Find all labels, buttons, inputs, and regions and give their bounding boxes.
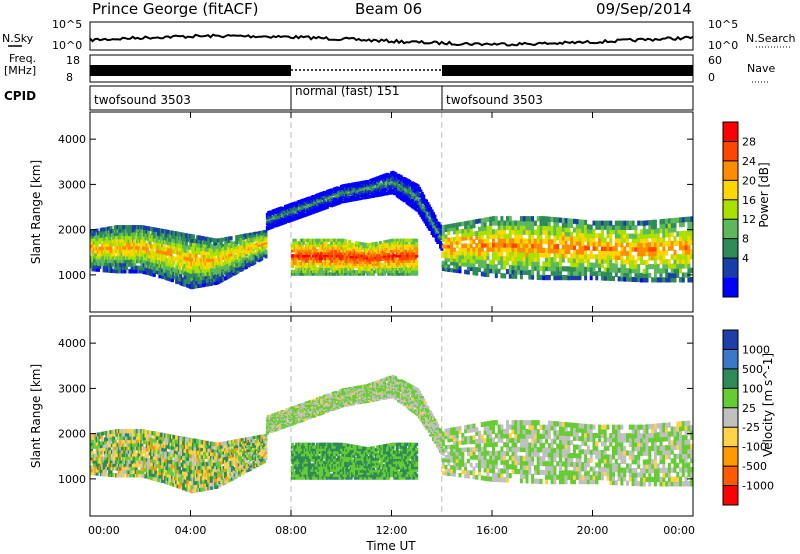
colorbar-swatch: [723, 160, 738, 181]
x-tick-label: 08:00: [275, 524, 307, 537]
x-tick-label: 20:00: [577, 524, 609, 537]
velocity-colorbar-label: Velocity [m s^-1]: [761, 353, 775, 457]
colorbar-tick-label: 16: [742, 194, 756, 207]
colorbar-swatch: [723, 180, 738, 200]
backscatter-band: [265, 374, 444, 455]
nsearch-label: N.Search: [746, 32, 796, 45]
power-panel: 1000 2000 3000 4000 Slant Range [km] 28 24 20…: [29, 111, 771, 313]
colorbar-swatch: [723, 427, 738, 447]
colorbar-swatch: [723, 277, 738, 297]
colorbar-tick-label: 8: [742, 233, 749, 246]
freq-tick-low: 8: [66, 71, 73, 84]
cpid-panel: CPID twofsound 3503 normal (fast) 151 tw…: [4, 84, 694, 111]
colorbar-tick-label: -1000: [742, 480, 774, 493]
backscatter-band: [291, 238, 419, 276]
colorbar-tick-label: 12: [742, 213, 756, 226]
x-tick-label: 16:00: [476, 524, 508, 537]
cpid-segment-2: normal (fast) 151: [295, 84, 399, 98]
x-axis-label: Time UT: [365, 539, 416, 553]
backscatter-band: [441, 216, 694, 283]
x-tick-label: 00:00: [663, 524, 695, 537]
freq-unit-label: [MHz]: [4, 64, 36, 77]
beam-title: Beam 06: [355, 0, 422, 18]
backscatter-band: [90, 225, 268, 290]
power-y-axis: 1000 2000 3000 4000: [58, 133, 693, 282]
backscatter-band: [441, 420, 694, 487]
nsky-series: [89, 33, 694, 47]
freq-label: Freq.: [9, 52, 36, 65]
freq-panel: Freq. [MHz] 18 8 60 0 Nave: [4, 52, 775, 84]
x-tick-label: 00:00: [88, 524, 120, 537]
velocity-y-axis: 1000 2000 3000 4000: [58, 337, 693, 486]
colorbar-tick-label: -500: [742, 460, 767, 473]
y-tick-label: 3000: [58, 178, 86, 191]
freq-tick-high: 18: [66, 54, 80, 67]
y-tick-label: 2000: [58, 224, 86, 237]
colorbar-swatch: [723, 466, 738, 486]
nsky-tick-high: 10^5: [52, 18, 82, 31]
power-colorbar: 28 24 20 16 12 8 4: [722, 121, 756, 298]
date-title: 09/Sep/2014: [596, 0, 692, 18]
x-tick-label: 04:00: [175, 524, 207, 537]
colorbar-tick-label: 20: [742, 174, 756, 187]
colorbar-swatch: [723, 330, 738, 350]
backscatter-band: [90, 429, 268, 494]
colorbar-swatch: [723, 258, 738, 278]
x-axis: 00:00 04:00 08:00 12:00 16:00 20:00 00:00: [88, 112, 695, 537]
colorbar-swatch: [723, 141, 738, 161]
nsearch-tick-low: 10^0: [708, 39, 738, 52]
nsky-tick-low: 10^0: [52, 39, 82, 52]
backscatter-band: [291, 442, 419, 480]
colorbar-tick-label: 25: [742, 402, 756, 415]
colorbar-tick-label: 28: [742, 135, 756, 148]
y-tick-label: 2000: [58, 428, 86, 441]
nave-tick-low: 0: [708, 71, 715, 84]
colorbar-tick-label: 4: [742, 252, 749, 265]
nave-tick-high: 60: [708, 54, 722, 67]
colorbar-swatch: [723, 349, 738, 369]
nave-label: Nave: [747, 62, 775, 75]
station-title: Prince George (fitACF): [92, 0, 258, 18]
colorbar-tick-label: 500: [742, 363, 763, 376]
colorbar-swatch: [723, 122, 738, 142]
x-tick-label: 12:00: [376, 524, 408, 537]
freq-bar-1: [90, 65, 291, 76]
colorbar-tick-label: 100: [742, 382, 763, 395]
velocity-scatter: [90, 316, 694, 516]
y-tick-label: 4000: [58, 133, 86, 146]
power-ylabel: Slant Range [km]: [29, 160, 43, 264]
velocity-panel: 1000 2000 3000 4000 Slant Range [km] 1000 50…: [29, 315, 775, 517]
y-tick-label: 4000: [58, 337, 86, 350]
colorbar-tick-label: 24: [742, 155, 756, 168]
colorbar-tick-label: -100: [742, 441, 767, 454]
velocity-ylabel: Slant Range [km]: [29, 364, 43, 468]
nsky-panel: N.Sky 10^5 10^0 10^5 10^0 N.Search: [2, 18, 796, 52]
freq-bar-3: [442, 65, 693, 76]
power-colorbar-label: Power [dB]: [757, 162, 771, 227]
colorbar-swatch: [723, 388, 738, 408]
cpid-segment-1: twofsound 3503: [94, 93, 191, 107]
cpid-label: CPID: [4, 89, 36, 103]
colorbar-swatch: [723, 219, 738, 239]
y-tick-label: 3000: [58, 382, 86, 395]
colorbar-swatch: [723, 407, 738, 428]
colorbar-swatch: [723, 199, 738, 220]
colorbar-swatch: [723, 368, 738, 389]
power-scatter: [90, 112, 694, 312]
colorbar-swatch: [723, 446, 738, 467]
colorbar-swatch: [723, 238, 738, 259]
y-tick-label: 1000: [58, 269, 86, 282]
colorbar-tick-label: 1000: [742, 343, 770, 356]
velocity-colorbar: 1000 500 100 25 -25 -100 -500 -1000: [722, 329, 774, 506]
y-tick-label: 1000: [58, 473, 86, 486]
cpid-segment-3: twofsound 3503: [446, 93, 543, 107]
nsearch-tick-high: 10^5: [708, 18, 738, 31]
colorbar-swatch: [723, 485, 738, 505]
nsky-label: N.Sky: [2, 32, 34, 45]
colorbar-tick-label: -25: [742, 421, 760, 434]
